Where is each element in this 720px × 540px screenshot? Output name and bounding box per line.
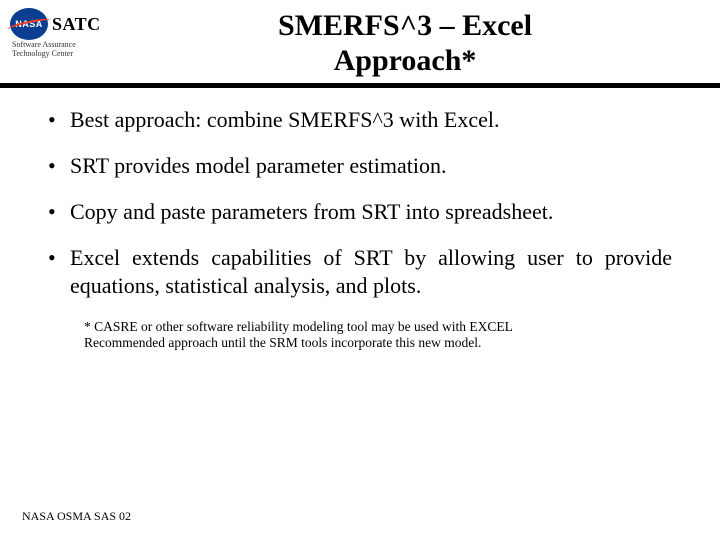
logo-subtitle-1: Software Assurance [12, 41, 76, 49]
bullet-text: Copy and paste parameters from SRT into … [70, 198, 672, 226]
slide-title: SMERFS^3 – Excel Approach* [150, 8, 660, 79]
title-block: SMERFS^3 – Excel Approach* [150, 8, 720, 79]
content-area: • Best approach: combine SMERFS^3 with E… [0, 88, 720, 353]
bullet-text: Excel extends capabilities of SRT by all… [70, 244, 672, 300]
slide: NASA SATC Software Assurance Technology … [0, 0, 720, 540]
logo-subtitle-2: Technology Center [12, 50, 73, 58]
bullet-text: SRT provides model parameter estimation. [70, 152, 672, 180]
nasa-meatball-icon: NASA [10, 8, 48, 40]
nasa-satc-logo: NASA SATC [10, 8, 101, 40]
satc-wordmark: SATC [52, 14, 101, 35]
bullet-dot-icon: • [48, 106, 70, 134]
bullet-item: • Best approach: combine SMERFS^3 with E… [48, 106, 672, 134]
bullet-text: Best approach: combine SMERFS^3 with Exc… [70, 106, 672, 134]
bullet-dot-icon: • [48, 244, 70, 300]
bullet-dot-icon: • [48, 198, 70, 226]
bullet-item: • Copy and paste parameters from SRT int… [48, 198, 672, 226]
header: NASA SATC Software Assurance Technology … [0, 0, 720, 79]
footnote-line-2: Recommended approach until the SRM tools… [84, 335, 481, 350]
footnote: * CASRE or other software reliability mo… [84, 319, 644, 353]
logo-block: NASA SATC Software Assurance Technology … [10, 8, 150, 59]
title-line-1: SMERFS^3 – Excel [278, 9, 532, 42]
footnote-line-1: * CASRE or other software reliability mo… [84, 319, 513, 334]
bullet-item: • SRT provides model parameter estimatio… [48, 152, 672, 180]
bullet-dot-icon: • [48, 152, 70, 180]
title-line-2: Approach* [334, 44, 477, 77]
footer-text: NASA OSMA SAS 02 [22, 509, 131, 524]
bullet-item: • Excel extends capabilities of SRT by a… [48, 244, 672, 300]
